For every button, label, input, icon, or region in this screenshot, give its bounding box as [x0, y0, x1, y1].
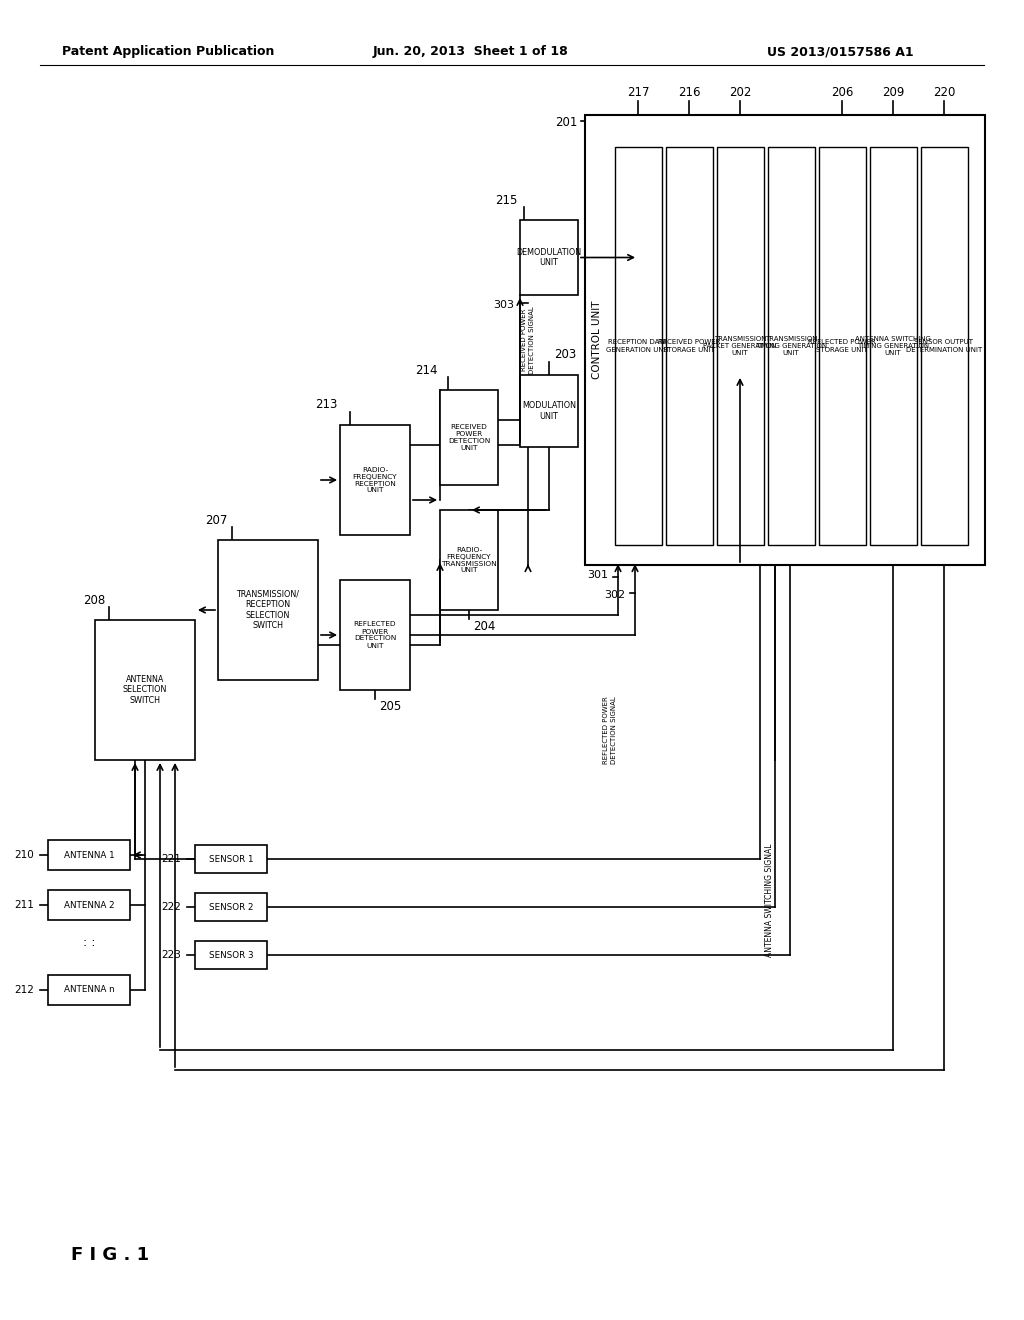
- Bar: [666, 147, 713, 545]
- Text: CONTROL UNIT: CONTROL UNIT: [592, 301, 602, 379]
- Text: RECEIVED POWER
STORAGE UNIT: RECEIVED POWER STORAGE UNIT: [657, 339, 720, 352]
- Bar: [921, 147, 968, 545]
- Bar: [818, 147, 865, 545]
- Text: 216: 216: [678, 87, 700, 99]
- Text: RADIO-
FREQUENCY
RECEPTION
UNIT: RADIO- FREQUENCY RECEPTION UNIT: [352, 466, 397, 494]
- Text: 217: 217: [627, 87, 649, 99]
- Text: SENSOR OUTPUT
DETERMINATION UNIT: SENSOR OUTPUT DETERMINATION UNIT: [906, 339, 982, 352]
- Bar: [768, 147, 814, 545]
- Text: ANTENNA SWITCHING
TIMING GENERATION
UNIT: ANTENNA SWITCHING TIMING GENERATION UNIT: [855, 337, 931, 356]
- Bar: [585, 115, 985, 565]
- Text: TRANSMISSION
TIMING GENERATION
UNIT: TRANSMISSION TIMING GENERATION UNIT: [755, 337, 827, 356]
- Text: 201: 201: [555, 116, 577, 129]
- Text: TRANSMISSION/
RECEPTION
SELECTION
SWITCH: TRANSMISSION/ RECEPTION SELECTION SWITCH: [237, 590, 299, 630]
- Text: RADIO-
FREQUENCY
TRANSMISSION
UNIT: RADIO- FREQUENCY TRANSMISSION UNIT: [441, 546, 497, 573]
- Text: 223: 223: [161, 950, 181, 960]
- Text: 222: 222: [161, 902, 181, 912]
- Bar: [48, 840, 130, 870]
- Text: 207: 207: [206, 513, 228, 527]
- Text: DEMODULATION
UNIT: DEMODULATION UNIT: [516, 248, 582, 267]
- Text: REFLECTED POWER
STORAGE UNIT: REFLECTED POWER STORAGE UNIT: [808, 339, 876, 352]
- Bar: [869, 147, 916, 545]
- Text: SENSOR 2: SENSOR 2: [209, 903, 253, 912]
- Text: 203: 203: [554, 348, 577, 362]
- Bar: [520, 220, 578, 294]
- Text: 303: 303: [493, 300, 514, 310]
- Bar: [440, 510, 498, 610]
- Bar: [520, 375, 578, 447]
- Bar: [218, 540, 318, 680]
- Text: ANTENNA 2: ANTENNA 2: [63, 900, 115, 909]
- Text: RECEPTION DATA
GENERATION UNIT: RECEPTION DATA GENERATION UNIT: [606, 339, 670, 352]
- Text: 215: 215: [496, 194, 518, 206]
- Text: SENSOR 1: SENSOR 1: [209, 854, 253, 863]
- Text: Patent Application Publication: Patent Application Publication: [61, 45, 274, 58]
- Text: US 2013/0157586 A1: US 2013/0157586 A1: [767, 45, 913, 58]
- Text: : :: : :: [83, 936, 95, 949]
- Text: 301: 301: [587, 570, 608, 579]
- Text: ANTENNA 1: ANTENNA 1: [63, 850, 115, 859]
- Bar: [340, 579, 410, 690]
- Text: RECEIVED
POWER
DETECTION
UNIT: RECEIVED POWER DETECTION UNIT: [447, 424, 490, 451]
- Text: 212: 212: [14, 985, 34, 995]
- Text: ANTENNA SWITCHING SIGNAL: ANTENNA SWITCHING SIGNAL: [766, 843, 774, 957]
- Text: Jun. 20, 2013  Sheet 1 of 18: Jun. 20, 2013 Sheet 1 of 18: [372, 45, 568, 58]
- Text: 210: 210: [14, 850, 34, 861]
- Text: 211: 211: [14, 900, 34, 909]
- Text: SENSOR 3: SENSOR 3: [209, 950, 253, 960]
- Bar: [48, 890, 130, 920]
- Text: TRANSMISSION
PACKET GENERATION
UNIT: TRANSMISSION PACKET GENERATION UNIT: [703, 337, 776, 356]
- Text: RECEIVED POWER
DETECTION SIGNAL: RECEIVED POWER DETECTION SIGNAL: [521, 306, 535, 374]
- Bar: [195, 941, 267, 969]
- Bar: [717, 147, 764, 545]
- Bar: [48, 975, 130, 1005]
- Text: 204: 204: [473, 619, 496, 632]
- Text: F I G . 1: F I G . 1: [71, 1246, 150, 1265]
- Text: REFLECTED POWER
DETECTION SIGNAL: REFLECTED POWER DETECTION SIGNAL: [603, 696, 616, 764]
- Text: 209: 209: [882, 87, 904, 99]
- Text: 206: 206: [830, 87, 853, 99]
- Bar: [195, 845, 267, 873]
- Text: 220: 220: [933, 87, 955, 99]
- Text: ANTENNA n: ANTENNA n: [63, 986, 115, 994]
- Bar: [195, 894, 267, 921]
- Text: REFLECTED
POWER
DETECTION
UNIT: REFLECTED POWER DETECTION UNIT: [353, 622, 396, 648]
- Bar: [340, 425, 410, 535]
- Text: 221: 221: [161, 854, 181, 865]
- Text: 202: 202: [729, 87, 752, 99]
- Bar: [614, 147, 662, 545]
- Text: 213: 213: [315, 399, 338, 412]
- Bar: [95, 620, 195, 760]
- Text: 208: 208: [83, 594, 105, 606]
- Text: 302: 302: [604, 590, 625, 601]
- Text: ANTENNA
SELECTION
SWITCH: ANTENNA SELECTION SWITCH: [123, 675, 167, 705]
- Text: 214: 214: [416, 363, 438, 376]
- Text: MODULATION
UNIT: MODULATION UNIT: [522, 401, 575, 421]
- Bar: [440, 389, 498, 484]
- Text: 205: 205: [379, 700, 401, 713]
